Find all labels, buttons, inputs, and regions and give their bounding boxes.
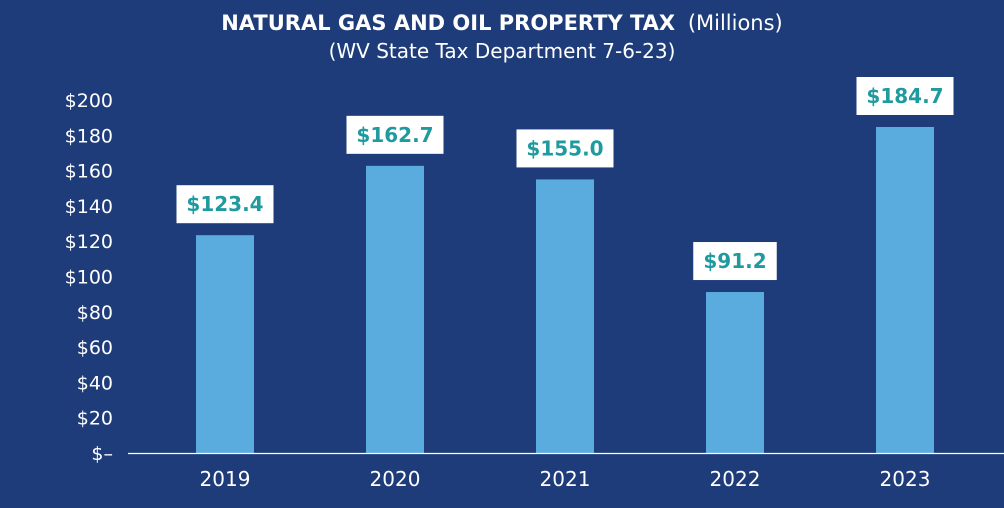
data-label-text: $184.7 — [866, 84, 943, 108]
data-label-2022: $91.2 — [693, 242, 777, 281]
y-tick-label: $40 — [77, 372, 113, 394]
bar-2019 — [196, 235, 254, 453]
y-tick-label: $60 — [77, 337, 113, 359]
chart-subtitle: (WV State Tax Department 7-6-23) — [329, 39, 676, 63]
x-tick-label-2021: 2021 — [540, 467, 591, 491]
x-tick-label-2022: 2022 — [710, 467, 761, 491]
y-axis-labels: $– $20 $40 $60 $80 $100 $120 $140 $160 $180 $200 — [65, 90, 113, 465]
chart-title-main: NATURAL GAS AND OIL PROPERTY TAX — [221, 11, 675, 35]
y-tick-label: $160 — [65, 161, 113, 183]
chart-title-suffix: (Millions) — [688, 11, 783, 35]
y-tick-label: $– — [91, 443, 113, 465]
bar-2023 — [876, 127, 934, 453]
data-label-box — [176, 185, 274, 224]
data-labels-group: $123.4 $162.7 $155.0 $91.2 $184.7 — [176, 77, 954, 281]
x-axis-labels: 2019 2020 2021 2022 2023 — [200, 467, 931, 491]
y-tick-label: $180 — [65, 125, 113, 147]
y-tick-label: $120 — [65, 231, 113, 253]
y-tick-label: $80 — [77, 302, 113, 324]
bars-group — [196, 127, 934, 454]
data-label-text: $91.2 — [703, 249, 766, 273]
data-label-text: $155.0 — [526, 136, 603, 160]
data-label-box — [693, 242, 777, 281]
data-label-box — [856, 77, 954, 116]
bar-2020 — [366, 165, 424, 453]
data-label-2021: $155.0 — [516, 129, 614, 168]
data-label-2023: $184.7 — [856, 77, 954, 116]
data-label-box — [516, 129, 614, 168]
y-tick-label: $140 — [65, 196, 113, 218]
x-tick-label-2023: 2023 — [880, 467, 931, 491]
y-tick-label: $200 — [65, 90, 113, 112]
y-tick-label: $20 — [77, 408, 113, 430]
bar-2021 — [536, 179, 594, 454]
data-label-2020: $162.7 — [346, 115, 444, 154]
data-label-text: $123.4 — [186, 192, 263, 216]
x-tick-label-2019: 2019 — [200, 467, 251, 491]
bar-2022 — [706, 292, 764, 453]
data-label-text: $162.7 — [356, 123, 433, 147]
data-label-2019: $123.4 — [176, 185, 274, 224]
x-tick-label-2020: 2020 — [370, 467, 421, 491]
data-label-box — [346, 115, 444, 154]
chart-title: NATURAL GAS AND OIL PROPERTY TAX (Millio… — [221, 11, 783, 35]
y-tick-label: $100 — [65, 267, 113, 289]
